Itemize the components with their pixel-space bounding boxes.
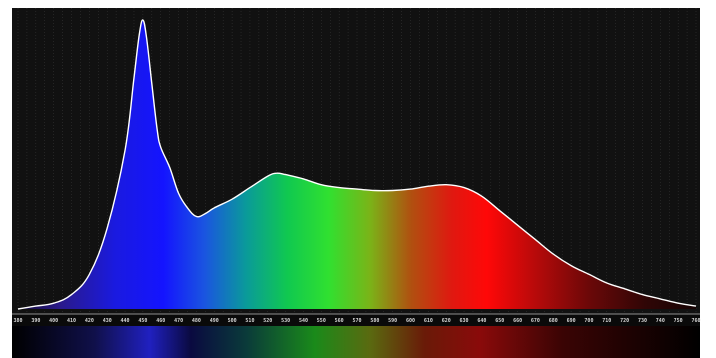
x-tick-label: 710 xyxy=(602,318,611,324)
x-tick-label: 500 xyxy=(228,318,237,324)
x-tick-label: 540 xyxy=(299,318,308,324)
x-tick-label: 680 xyxy=(549,318,558,324)
x-tick-label: 690 xyxy=(567,318,576,324)
x-tick-label: 400 xyxy=(49,318,58,324)
x-tick-label: 430 xyxy=(103,318,112,324)
x-tick-label: 620 xyxy=(442,318,451,324)
x-tick-label: 450 xyxy=(138,318,147,324)
x-tick-label: 380 xyxy=(13,318,22,324)
x-tick-label: 550 xyxy=(317,318,326,324)
x-tick-label: 670 xyxy=(531,318,540,324)
x-tick-label: 760 xyxy=(691,318,700,324)
x-tick-label: 530 xyxy=(281,318,290,324)
x-tick-label: 650 xyxy=(495,318,504,324)
x-tick-label: 560 xyxy=(335,318,344,324)
x-tick-label: 420 xyxy=(85,318,94,324)
x-tick-label: 470 xyxy=(174,318,183,324)
spectrum-area xyxy=(18,19,696,309)
x-tick-label: 520 xyxy=(263,318,272,324)
x-tick-label: 410 xyxy=(67,318,76,324)
x-tick-label: 460 xyxy=(156,318,165,324)
x-tick-label: 660 xyxy=(513,318,522,324)
x-tick-label: 610 xyxy=(424,318,433,324)
x-tick-label: 590 xyxy=(388,318,397,324)
x-tick-label: 700 xyxy=(584,318,593,324)
x-tick-label: 490 xyxy=(210,318,219,324)
x-tick-label: 720 xyxy=(620,318,629,324)
x-tick-labels: 380 390 400 410 420 430 440 450 460 470 480 490 500 5… xyxy=(13,318,700,324)
x-tick-label: 630 xyxy=(460,318,469,324)
x-tick-label: 390 xyxy=(31,318,40,324)
x-tick-label: 640 xyxy=(477,318,486,324)
x-tick-label: 730 xyxy=(638,318,647,324)
axis-band xyxy=(12,314,700,326)
x-tick-label: 750 xyxy=(674,318,683,324)
spectrum-outline xyxy=(17,19,697,310)
x-tick-label: 480 xyxy=(192,318,201,324)
x-tick-label: 740 xyxy=(656,318,665,324)
x-tick-label: 600 xyxy=(406,318,415,324)
x-tick-label: 440 xyxy=(121,318,130,324)
x-tick-label: 510 xyxy=(245,318,254,324)
spectrum-strip xyxy=(12,326,700,358)
x-tick-label: 580 xyxy=(370,318,379,324)
x-tick-label: 570 xyxy=(352,318,361,324)
